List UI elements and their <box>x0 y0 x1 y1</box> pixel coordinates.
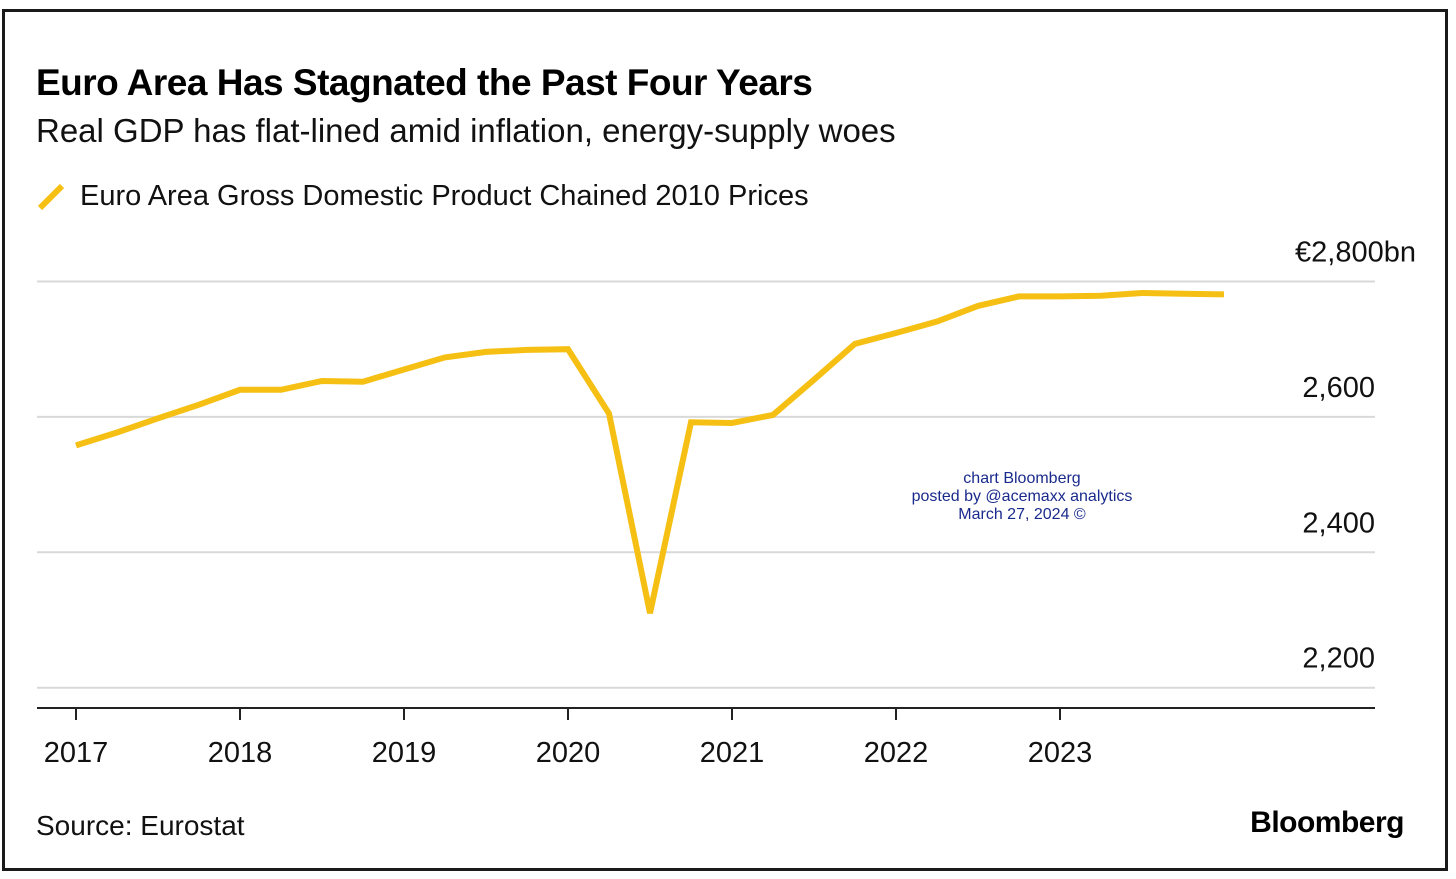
legend: Euro Area Gross Domestic Product Chained… <box>36 180 809 213</box>
x-tick-label-2022: 2022 <box>864 737 929 769</box>
chart-title: Euro Area Has Stagnated the Past Four Ye… <box>36 62 813 103</box>
bloomberg-logo: Bloomberg <box>1250 806 1404 839</box>
series-line-gdp <box>75 289 1225 614</box>
chart-frame <box>2 9 1448 871</box>
watermark: chart Bloomberg posted by @acemaxx analy… <box>872 470 1172 524</box>
y-tick-label-2800: €2,800bn <box>1295 237 1416 269</box>
x-tick-label-2019: 2019 <box>372 737 437 769</box>
y-tick-label-2400: 2,400 <box>1302 507 1375 539</box>
x-tick-label-2021: 2021 <box>700 737 765 769</box>
legend-label: Euro Area Gross Domestic Product Chained… <box>80 180 809 212</box>
x-tick-label-2020: 2020 <box>536 737 601 769</box>
x-tick-label-2023: 2023 <box>1028 737 1093 769</box>
chart-subtitle: Real GDP has flat-lined amid inflation, … <box>36 112 896 149</box>
x-tick-label-2018: 2018 <box>208 737 273 769</box>
legend-swatch-icon <box>37 183 65 210</box>
source-note: Source: Eurostat <box>36 810 245 841</box>
watermark-line-2: posted by @acemaxx analytics <box>911 488 1133 505</box>
y-tick-label-2200: 2,200 <box>1302 643 1375 675</box>
watermark-line-1: chart Bloomberg <box>963 470 1081 487</box>
y-tick-label-2600: 2,600 <box>1302 372 1375 404</box>
watermark-line-3: March 27, 2024 © <box>958 506 1086 523</box>
x-tick-label-2017: 2017 <box>44 737 109 769</box>
